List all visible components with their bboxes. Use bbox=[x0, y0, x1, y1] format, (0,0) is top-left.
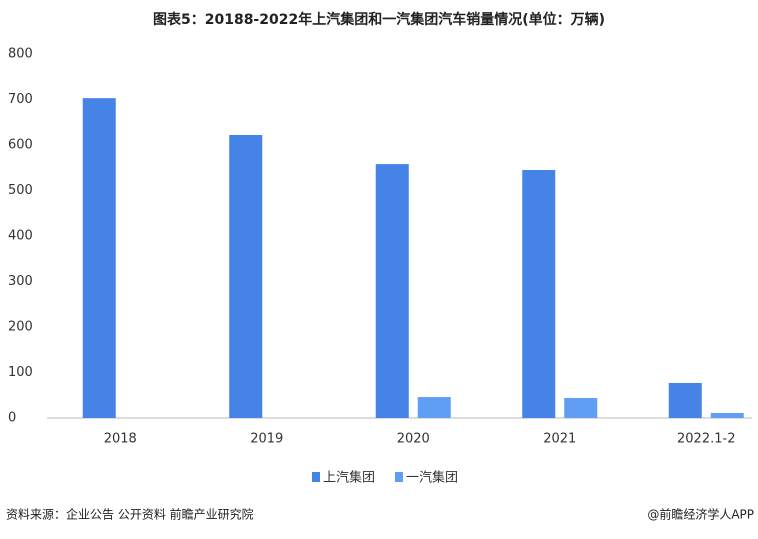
legend-label: 上汽集团 bbox=[323, 470, 375, 486]
bar bbox=[564, 397, 598, 418]
bar bbox=[229, 134, 263, 419]
bar bbox=[668, 382, 702, 418]
bar bbox=[82, 98, 116, 418]
x-tick-label: 2019 bbox=[250, 432, 283, 447]
y-tick-label: 700 bbox=[8, 92, 33, 107]
brand-note: @前瞻经济学人APP bbox=[647, 507, 754, 522]
x-tick-label: 2022.1-2 bbox=[677, 432, 735, 447]
x-tick-label: 2020 bbox=[397, 432, 430, 447]
x-tick-label: 2018 bbox=[104, 432, 137, 447]
x-tick-label: 2021 bbox=[543, 432, 576, 447]
source-note: 资料来源：企业公告 公开资料 前瞻产业研究院 bbox=[6, 507, 254, 522]
legend-label: 一汽集团 bbox=[406, 470, 458, 486]
bar bbox=[375, 164, 409, 418]
legend-swatch bbox=[312, 472, 320, 482]
chart-title: 图表5：20188-2022年上汽集团和一汽集团汽车销量情况(单位：万辆) bbox=[153, 11, 605, 28]
bar bbox=[710, 412, 744, 418]
bar bbox=[417, 397, 451, 418]
y-tick-label: 200 bbox=[8, 320, 33, 335]
y-tick-label: 300 bbox=[8, 274, 33, 289]
legend-swatch bbox=[395, 472, 404, 482]
y-tick-label: 600 bbox=[8, 138, 33, 153]
y-tick-label: 400 bbox=[8, 229, 33, 244]
bar bbox=[522, 170, 556, 418]
y-tick-label: 0 bbox=[8, 411, 16, 426]
y-tick-label: 500 bbox=[8, 183, 33, 198]
y-tick-label: 800 bbox=[8, 47, 33, 62]
y-tick-label: 100 bbox=[8, 365, 33, 380]
